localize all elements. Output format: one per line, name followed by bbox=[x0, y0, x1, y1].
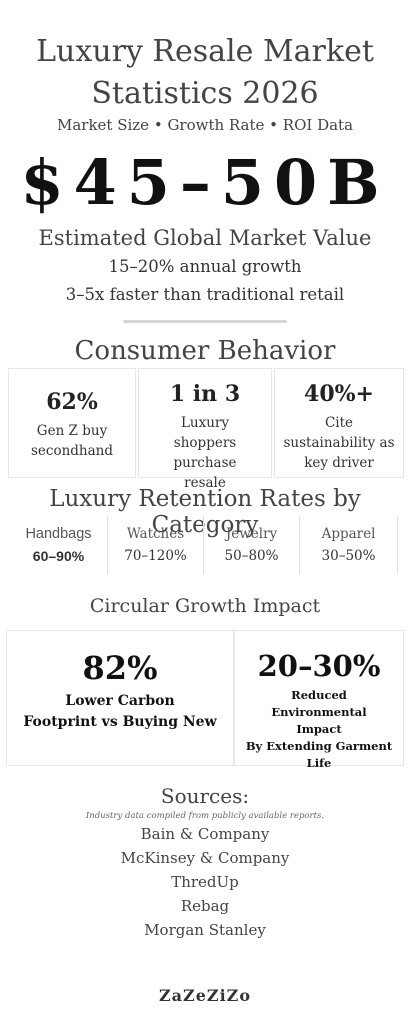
section-divider bbox=[123, 320, 287, 323]
sources-heading: Sources: bbox=[160, 784, 250, 808]
consumer-stat: 62% bbox=[46, 389, 98, 415]
source-item: McKinsey & Company bbox=[120, 849, 290, 867]
growth-line: 15–20% annual growth bbox=[108, 257, 302, 276]
circular-card-environment: 20–30% Reduced Environmental Impact By E… bbox=[234, 630, 404, 770]
circular-stat: 20–30% bbox=[257, 649, 381, 683]
consumer-behavior-heading: Consumer Behavior bbox=[74, 336, 336, 366]
growth-comparison-line: 3–5x faster than traditional retail bbox=[65, 285, 345, 304]
circular-label-line-1: Lower Carbon bbox=[65, 693, 175, 709]
circular-label-line-1: Reduced Environmental Impact bbox=[271, 688, 367, 736]
consumer-stat: 40%+ bbox=[304, 381, 374, 407]
retention-category: Apparel bbox=[321, 526, 376, 542]
consumer-stat-label: Luxury shoppers purchase resale bbox=[173, 415, 237, 491]
retention-range: 50–80% bbox=[224, 548, 279, 564]
circular-label-line-2: Footprint vs Buying New bbox=[23, 714, 217, 730]
market-value-caption: Estimated Global Market Value bbox=[38, 226, 372, 250]
retention-category: Watches bbox=[126, 526, 185, 542]
retention-item-jewelry: Jewelry 50–80% bbox=[204, 516, 300, 574]
consumer-stat: 1 in 3 bbox=[169, 381, 241, 407]
consumer-stat-label: Cite sustainability as key driver bbox=[283, 415, 395, 471]
consumer-card-sustainability: 40%+ Cite sustainability as key driver bbox=[274, 368, 404, 478]
sources-note: Industry data compiled from publicly ava… bbox=[85, 811, 325, 821]
market-value: $45–50B bbox=[20, 146, 390, 219]
retention-range: 70–120% bbox=[124, 548, 187, 564]
page-title-line-1: Luxury Resale Market bbox=[36, 34, 374, 69]
circular-label-line-2: By Extending Garment Life bbox=[245, 739, 393, 770]
retention-range: 30–50% bbox=[321, 548, 376, 564]
retention-item-handbags: Handbags 60–90% bbox=[10, 516, 108, 574]
page-title-line-2: Statistics 2026 bbox=[91, 76, 319, 111]
circular-growth-heading: Circular Growth Impact bbox=[89, 595, 321, 617]
source-item: Morgan Stanley bbox=[144, 921, 266, 939]
page-subtitle: Market Size • Growth Rate • ROI Data bbox=[56, 116, 354, 134]
consumer-card-gen-z: 62% Gen Z buy secondhand bbox=[8, 368, 136, 478]
retention-heading: Luxury Retention Rates by Category bbox=[49, 486, 361, 538]
source-item: Rebag bbox=[180, 897, 230, 915]
retention-item-watches: Watches 70–120% bbox=[108, 516, 204, 574]
retention-item-apparel: Apparel 30–50% bbox=[300, 516, 398, 574]
retention-range: 60–90% bbox=[32, 548, 85, 564]
source-item: ThredUp bbox=[171, 873, 239, 891]
circular-card-carbon: 82% Lower Carbon Footprint vs Buying New bbox=[6, 630, 234, 766]
source-item: Bain & Company bbox=[140, 825, 270, 843]
brand-logo: ZaZeZiZo bbox=[158, 986, 251, 1005]
consumer-stat-label: Gen Z buy secondhand bbox=[30, 423, 114, 459]
circular-stat: 82% bbox=[82, 649, 158, 687]
consumer-card-luxury-shoppers: 1 in 3 Luxury shoppers purchase resale bbox=[138, 368, 272, 491]
retention-category: Jewelry bbox=[225, 526, 278, 542]
retention-category: Handbags bbox=[25, 526, 92, 542]
